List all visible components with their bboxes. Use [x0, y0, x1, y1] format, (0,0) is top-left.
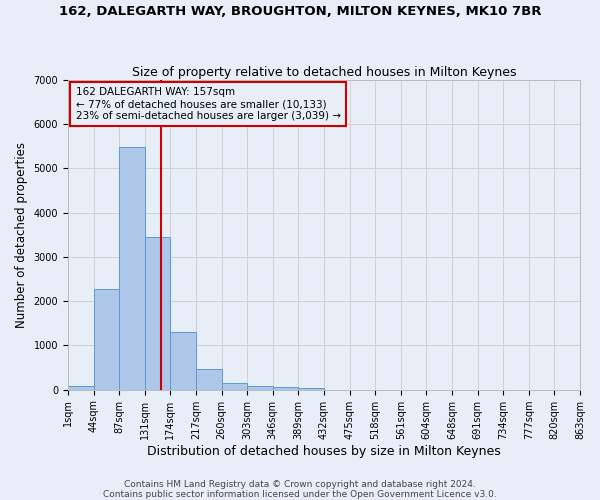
Bar [196, 370, 221, 390]
Bar [68, 386, 94, 390]
Bar [298, 388, 324, 390]
Y-axis label: Number of detached properties: Number of detached properties [15, 142, 28, 328]
Bar [170, 332, 196, 390]
Text: Contains HM Land Registry data © Crown copyright and database right 2024.
Contai: Contains HM Land Registry data © Crown c… [103, 480, 497, 499]
Bar [145, 237, 170, 390]
Text: 162, DALEGARTH WAY, BROUGHTON, MILTON KEYNES, MK10 7BR: 162, DALEGARTH WAY, BROUGHTON, MILTON KE… [59, 5, 541, 18]
X-axis label: Distribution of detached houses by size in Milton Keynes: Distribution of detached houses by size … [147, 444, 501, 458]
Text: 162 DALEGARTH WAY: 157sqm
← 77% of detached houses are smaller (10,133)
23% of s: 162 DALEGARTH WAY: 157sqm ← 77% of detac… [76, 88, 341, 120]
Title: Size of property relative to detached houses in Milton Keynes: Size of property relative to detached ho… [132, 66, 516, 78]
Bar [221, 382, 247, 390]
Bar [94, 288, 119, 390]
Bar [119, 147, 145, 390]
Bar [247, 386, 273, 390]
Bar [273, 387, 298, 390]
